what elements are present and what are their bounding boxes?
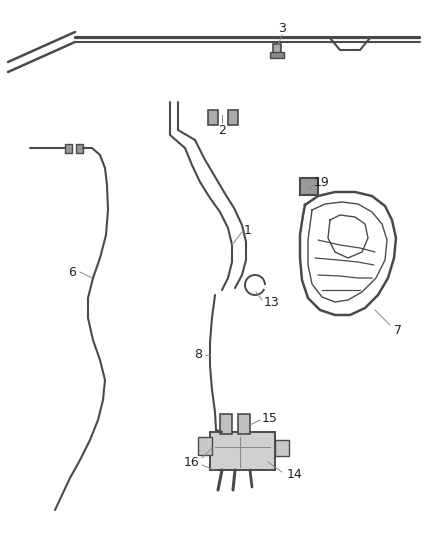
- Bar: [238, 414, 250, 434]
- Bar: [270, 52, 284, 58]
- Text: 14: 14: [287, 469, 303, 481]
- Text: 7: 7: [394, 324, 402, 336]
- Text: 3: 3: [278, 21, 286, 35]
- Bar: [210, 432, 275, 470]
- Bar: [275, 440, 289, 456]
- Bar: [273, 44, 281, 56]
- Text: 16: 16: [184, 456, 200, 469]
- Bar: [220, 414, 232, 434]
- Text: 2: 2: [218, 124, 226, 136]
- Text: 8: 8: [194, 349, 202, 361]
- Bar: [300, 178, 318, 195]
- Text: 19: 19: [314, 175, 330, 189]
- Bar: [228, 110, 238, 125]
- Bar: [76, 144, 83, 153]
- Text: 13: 13: [264, 295, 280, 309]
- Bar: [208, 110, 218, 125]
- Bar: [198, 437, 212, 455]
- Text: 1: 1: [244, 223, 252, 237]
- Text: 6: 6: [68, 265, 76, 279]
- Text: 15: 15: [262, 411, 278, 424]
- Bar: [65, 144, 72, 153]
